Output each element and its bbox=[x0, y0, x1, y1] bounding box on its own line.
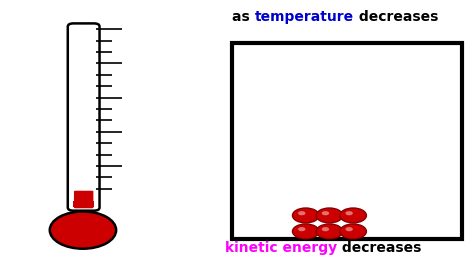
Text: decreases: decreases bbox=[354, 10, 438, 24]
FancyBboxPatch shape bbox=[68, 23, 100, 211]
Circle shape bbox=[340, 224, 366, 239]
Circle shape bbox=[292, 224, 319, 239]
Text: decreases: decreases bbox=[337, 241, 422, 255]
Circle shape bbox=[322, 227, 329, 231]
Circle shape bbox=[316, 208, 343, 223]
Circle shape bbox=[292, 208, 319, 223]
Circle shape bbox=[322, 211, 329, 215]
Circle shape bbox=[298, 227, 305, 231]
Circle shape bbox=[340, 208, 366, 223]
Bar bbox=[73, 201, 94, 207]
Text: kinetic energy: kinetic energy bbox=[225, 241, 337, 255]
Circle shape bbox=[298, 211, 305, 215]
Text: temperature: temperature bbox=[255, 10, 354, 24]
Circle shape bbox=[346, 211, 353, 215]
Circle shape bbox=[316, 224, 343, 239]
FancyBboxPatch shape bbox=[74, 191, 93, 208]
Circle shape bbox=[50, 211, 116, 249]
Text: as: as bbox=[232, 10, 255, 24]
Circle shape bbox=[346, 227, 353, 231]
Bar bbox=[232, 43, 462, 239]
